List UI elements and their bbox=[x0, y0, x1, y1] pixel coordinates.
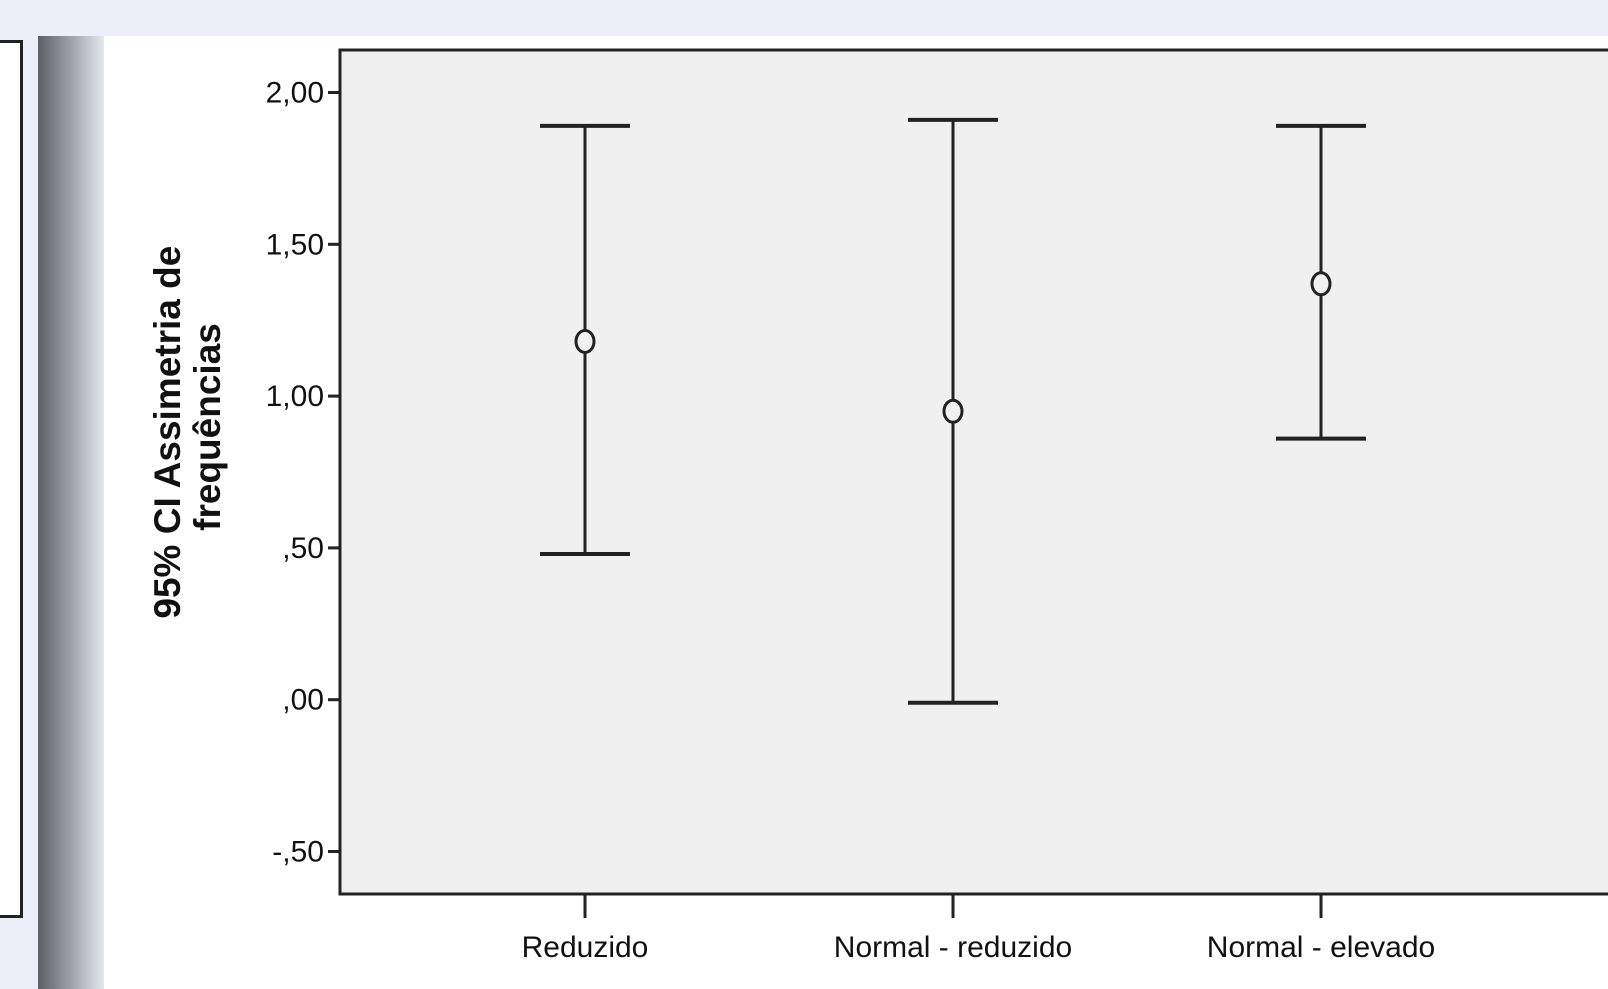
y-tick-label: 1,50 bbox=[266, 228, 324, 261]
y-tick-label: ,00 bbox=[282, 684, 324, 717]
y-axis-label-line-2: frequências bbox=[187, 323, 228, 531]
mean-marker bbox=[574, 328, 596, 354]
y-tick-label: ,50 bbox=[282, 532, 324, 565]
mean-marker bbox=[1310, 271, 1332, 297]
y-tick-label: -,50 bbox=[272, 835, 324, 868]
x-tick-label: Normal - reduzido bbox=[834, 931, 1072, 964]
x-axis: Reduzido Normal - reduzido Normal - elevad… bbox=[522, 894, 1435, 964]
y-axis: 2,00 1,50 1,00 ,50 ,00 -,50 bbox=[266, 77, 340, 868]
mean-marker bbox=[942, 398, 964, 424]
error-bars bbox=[540, 117, 1366, 705]
x-tick-label: Normal - elevado bbox=[1207, 931, 1435, 964]
y-tick-label: 1,00 bbox=[266, 380, 324, 413]
error-bar-chart: 2,00 1,50 1,00 ,50 ,00 -,50 Reduzido Normal - … bbox=[147, 48, 1608, 964]
x-tick-label: Reduzido bbox=[522, 931, 649, 964]
plot-area bbox=[338, 48, 1608, 896]
adjacent-chart-panel bbox=[0, 40, 23, 918]
y-axis-label: 95% CI Assimetria de frequências bbox=[147, 235, 228, 618]
panel-shadow bbox=[38, 36, 104, 989]
chart-panel: 2,00 1,50 1,00 ,50 ,00 -,50 Reduzido Normal - … bbox=[104, 36, 1608, 989]
y-tick-label: 2,00 bbox=[266, 77, 324, 110]
y-axis-label-line-1: 95% CI Assimetria de bbox=[147, 246, 188, 619]
